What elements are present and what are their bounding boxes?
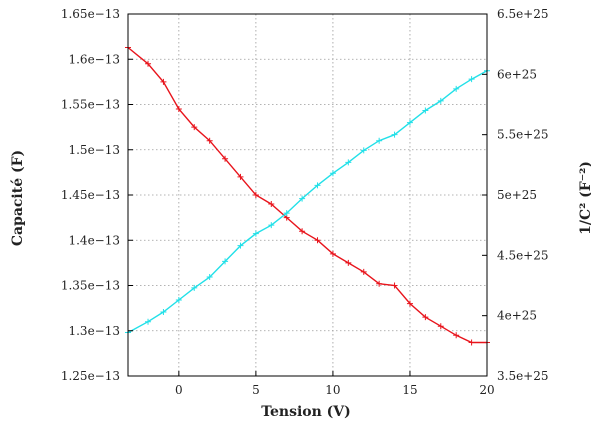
series-1-point xyxy=(437,323,444,330)
series-1-point xyxy=(175,106,182,113)
y-left-tick-label: 1.55e−13 xyxy=(61,98,120,112)
y-right-tick-label: 6e+25 xyxy=(497,67,537,81)
x-axis-title: Tension (V) xyxy=(261,404,351,420)
series-2-point xyxy=(345,159,352,166)
series-2-point xyxy=(175,296,182,303)
series-2-point xyxy=(268,222,275,229)
series-2-point xyxy=(453,85,460,92)
series-2-point xyxy=(329,170,336,177)
x-tick-label: 0 xyxy=(175,383,183,397)
y-right-tick-label: 6.5e+25 xyxy=(497,7,549,21)
y-left-tick-label: 1.5e−13 xyxy=(68,143,120,157)
series-1-point xyxy=(191,124,198,131)
y-left-tick-label: 1.45e−13 xyxy=(61,188,120,202)
series-1-point xyxy=(468,339,475,346)
series-2-point xyxy=(237,242,244,249)
series-2-point xyxy=(391,131,398,138)
y-left-tick-label: 1.25e−13 xyxy=(61,369,120,383)
series-1-point xyxy=(268,201,275,208)
series-1-point xyxy=(237,173,244,180)
series-2-point xyxy=(145,318,152,325)
series-1-point xyxy=(391,282,398,289)
series-2-point xyxy=(191,284,198,291)
ticks: 0 5 10 15 20 1.25e−13 1.3e−13 1.35e−13 1.4e−13 1.… xyxy=(61,7,549,397)
y-right-tick-label: 5e+25 xyxy=(497,188,537,202)
series-1-point xyxy=(360,268,367,275)
series-1-point xyxy=(376,280,383,287)
series-1-point xyxy=(422,314,429,321)
series-2-point xyxy=(252,230,259,237)
y-axis-title-left: Capacité (F) xyxy=(10,150,26,246)
series-line-1 xyxy=(127,46,487,344)
series-1-point xyxy=(314,237,321,244)
series-2-point xyxy=(314,182,321,189)
y-left-tick-label: 1.6e−13 xyxy=(68,52,120,66)
series-2-point xyxy=(376,137,383,144)
series-2-point xyxy=(222,258,229,265)
series-2-point xyxy=(360,147,367,154)
series-2-point xyxy=(468,76,475,83)
x-tick-label: 10 xyxy=(325,383,340,397)
series-2-point xyxy=(206,274,213,281)
y-right-tick-label: 4e+25 xyxy=(497,309,537,323)
series-1-point xyxy=(206,137,213,144)
series-1-point xyxy=(345,259,352,266)
y-left-tick-label: 1.3e−13 xyxy=(68,324,120,338)
series-2-point xyxy=(406,119,413,126)
y-axis-title-right: 1/C² (F⁻²) xyxy=(578,161,591,235)
x-tick-label: 5 xyxy=(252,383,260,397)
series-1-point xyxy=(299,228,306,235)
y-left-tick-label: 1.65e−13 xyxy=(61,7,120,21)
y-right-tick-label: 4.5e+25 xyxy=(497,248,549,262)
series-1-point xyxy=(252,192,259,198)
series-2-point xyxy=(283,210,290,217)
series-layer xyxy=(125,44,490,346)
y-right-tick-label: 3.5e+25 xyxy=(497,369,549,383)
y-left-tick-label: 1.4e−13 xyxy=(68,233,120,247)
series-line-2 xyxy=(127,70,488,334)
y-right-tick-label: 5.5e+25 xyxy=(497,128,549,142)
series-1-point xyxy=(160,78,167,85)
x-tick-label: 20 xyxy=(479,383,494,397)
series-2-point xyxy=(299,195,306,202)
x-tick-label: 15 xyxy=(402,383,417,397)
series-2-point xyxy=(422,107,429,114)
series-1-point xyxy=(406,300,413,307)
y-left-tick-label: 1.35e−13 xyxy=(61,279,120,293)
series-2-point xyxy=(160,309,167,316)
series-1-point xyxy=(453,332,460,339)
series-1-point xyxy=(145,60,152,67)
series-2-point xyxy=(437,97,444,104)
series-1-point xyxy=(329,250,336,257)
series-1-point xyxy=(222,155,229,162)
